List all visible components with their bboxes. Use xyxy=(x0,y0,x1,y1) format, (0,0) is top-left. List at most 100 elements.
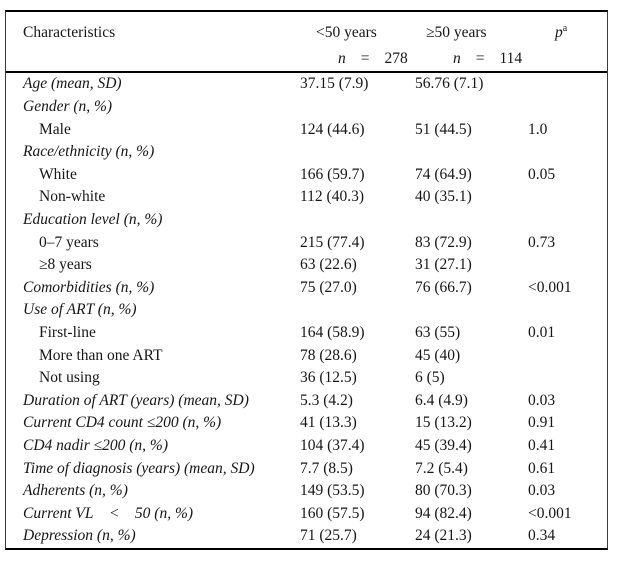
table-row: Age (mean, SD) 37.15 (7.9) 56.76 (7.1) xyxy=(6,73,607,96)
table-row: Not using 36 (12.5) 6 (5) xyxy=(6,367,607,390)
value-over50: 15 (13.2) xyxy=(415,414,472,432)
value-under50: 5.3 (4.2) xyxy=(300,391,353,409)
p-value: 0.73 xyxy=(528,233,556,251)
value-under50: 149 (53.5) xyxy=(300,482,365,500)
value-under50: 160 (57.5) xyxy=(300,504,365,522)
value-over50: 74 (64.9) xyxy=(415,165,472,183)
header-over50-years: ≥50 years xyxy=(426,23,487,41)
table-row: CD4 nadir ≤200 (n, %) 104 (37.4) 45 (39.… xyxy=(6,435,607,458)
value-under50: 71 (25.7) xyxy=(300,527,357,545)
table-row: Comorbidities (n, %) 75 (27.0) 76 (66.7)… xyxy=(6,276,607,299)
value-over50: 6.4 (4.9) xyxy=(415,391,468,409)
p-value: 0.61 xyxy=(528,459,556,477)
p-symbol: p xyxy=(555,23,563,41)
p-value: 0.01 xyxy=(528,324,556,341)
n-count-over50: n = 114 xyxy=(415,32,528,86)
row-label: ≥8 years xyxy=(39,256,92,274)
equals-sign: = xyxy=(360,49,370,67)
row-label: First-line xyxy=(39,324,96,341)
equals-sign: = xyxy=(475,49,485,67)
value-under50: 166 (59.7) xyxy=(300,165,365,183)
n-symbol: n xyxy=(453,49,461,67)
row-label: Use of ART (n, %) xyxy=(23,301,137,319)
row-label: Current CD4 count ≤200 (n, %) xyxy=(23,414,222,432)
table-header: Characteristics <50 years ≥50 years pa n… xyxy=(6,12,607,73)
table-row: 0–7 years 215 (77.4) 83 (72.9) 0.73 xyxy=(6,231,607,254)
table-row: Race/ethnicity (n, %) xyxy=(6,141,607,164)
row-label: Education level (n, %) xyxy=(23,210,163,228)
row-label: Current VL < 50 (n, %) xyxy=(23,504,194,522)
row-label: Race/ethnicity (n, %) xyxy=(23,143,155,161)
table-row: Duration of ART (years) (mean, SD) 5.3 (… xyxy=(6,390,607,413)
row-label: CD4 nadir ≤200 (n, %) xyxy=(23,437,168,455)
p-superscript-a: a xyxy=(562,23,568,34)
row-label: Not using xyxy=(39,369,100,387)
value-under50: 78 (28.6) xyxy=(300,346,357,364)
n-symbol: n xyxy=(338,49,346,67)
table-row: Depression (n, %) 71 (25.7) 24 (21.3) 0.… xyxy=(6,525,607,548)
value-over50: 80 (70.3) xyxy=(415,482,472,500)
n-count: 278 xyxy=(384,49,408,67)
value-over50: 63 (55) xyxy=(415,324,461,341)
value-over50: 40 (35.1) xyxy=(415,188,472,206)
p-value: 0.91 xyxy=(528,414,556,432)
table-row: Male 124 (44.6) 51 (44.5) 1.0 xyxy=(6,118,607,141)
value-over50: 45 (40) xyxy=(415,346,461,364)
value-over50: 51 (44.5) xyxy=(415,120,472,138)
table-row: More than one ART 78 (28.6) 45 (40) xyxy=(6,344,607,367)
table-row: Education level (n, %) xyxy=(6,209,607,232)
row-label: Duration of ART (years) (mean, SD) xyxy=(23,391,249,409)
row-label: Non-white xyxy=(39,188,106,206)
row-label: White xyxy=(39,165,77,183)
p-value: <0.001 xyxy=(528,504,572,522)
row-label: Depression (n, %) xyxy=(23,527,136,545)
row-label: Adherents (n, %) xyxy=(23,482,128,500)
value-under50: 36 (12.5) xyxy=(300,369,357,387)
value-over50: 83 (72.9) xyxy=(415,233,472,251)
table-row: First-line 164 (58.9) 63 (55) 0.01 xyxy=(6,322,607,345)
p-value: <0.001 xyxy=(528,278,572,296)
value-over50: 76 (66.7) xyxy=(415,278,472,296)
value-under50: 215 (77.4) xyxy=(300,233,365,251)
value-under50: 124 (44.6) xyxy=(300,120,365,138)
value-over50: 7.2 (5.4) xyxy=(415,459,468,477)
value-over50: 56.76 (7.1) xyxy=(415,75,484,93)
table-row: Current VL < 50 (n, %) 160 (57.5) 94 (82… xyxy=(6,503,607,526)
n-count: 114 xyxy=(499,49,523,67)
table-row: Time of diagnosis (years) (mean, SD) 7.7… xyxy=(6,457,607,480)
table-row: Non-white 112 (40.3) 40 (35.1) xyxy=(6,186,607,209)
value-over50: 6 (5) xyxy=(415,369,445,387)
p-value: 0.34 xyxy=(528,527,556,545)
value-over50: 24 (21.3) xyxy=(415,527,472,545)
row-label: Gender (n, %) xyxy=(23,97,113,115)
value-over50: 31 (27.1) xyxy=(415,256,472,274)
table-body: Age (mean, SD) 37.15 (7.9) 56.76 (7.1) G… xyxy=(6,73,607,548)
value-under50: 164 (58.9) xyxy=(300,324,365,341)
header-under50-years: <50 years xyxy=(316,23,377,41)
table-row: Use of ART (n, %) xyxy=(6,299,607,322)
value-under50: 63 (22.6) xyxy=(300,256,357,274)
row-label: Male xyxy=(39,120,71,138)
table-row: Adherents (n, %) 149 (53.5) 80 (70.3) 0.… xyxy=(6,480,607,503)
p-value: 0.41 xyxy=(528,437,556,455)
value-under50: 7.7 (8.5) xyxy=(300,459,353,477)
n-count-under50: n = 278 xyxy=(300,32,415,86)
value-under50: 37.15 (7.9) xyxy=(300,75,369,93)
table-row: Current CD4 count ≤200 (n, %) 41 (13.3) … xyxy=(6,412,607,435)
row-label: 0–7 years xyxy=(39,233,99,251)
value-over50: 45 (39.4) xyxy=(415,437,472,455)
header-p-value: pa xyxy=(528,24,607,42)
row-label: More than one ART xyxy=(39,346,163,364)
table-row: White 166 (59.7) 74 (64.9) 0.05 xyxy=(6,163,607,186)
p-value: 0.03 xyxy=(528,482,556,500)
p-value: 0.05 xyxy=(528,165,556,183)
value-under50: 112 (40.3) xyxy=(300,188,364,206)
header-characteristics: Characteristics xyxy=(23,23,116,41)
characteristics-table: Characteristics <50 years ≥50 years pa n… xyxy=(5,10,608,550)
value-under50: 41 (13.3) xyxy=(300,414,357,432)
value-over50: 94 (82.4) xyxy=(415,504,472,522)
row-label: Age (mean, SD) xyxy=(23,75,122,93)
table-row: ≥8 years 63 (22.6) 31 (27.1) xyxy=(6,254,607,277)
row-label: Comorbidities (n, %) xyxy=(23,278,155,296)
p-value: 1.0 xyxy=(528,120,548,138)
